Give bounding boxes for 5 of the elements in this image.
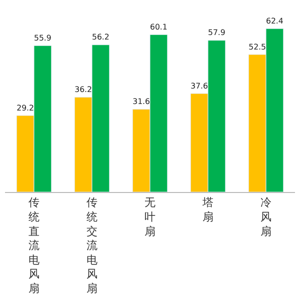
x-tick-label: 冷风扇 [260, 196, 272, 238]
x-tick-label: 传统交流电风扇 [86, 196, 98, 295]
x-tick-label: 传统直流电风扇 [28, 196, 40, 295]
x-tick-label: 塔扇 [202, 196, 214, 224]
x-tick-label: 无叶扇 [144, 196, 156, 238]
